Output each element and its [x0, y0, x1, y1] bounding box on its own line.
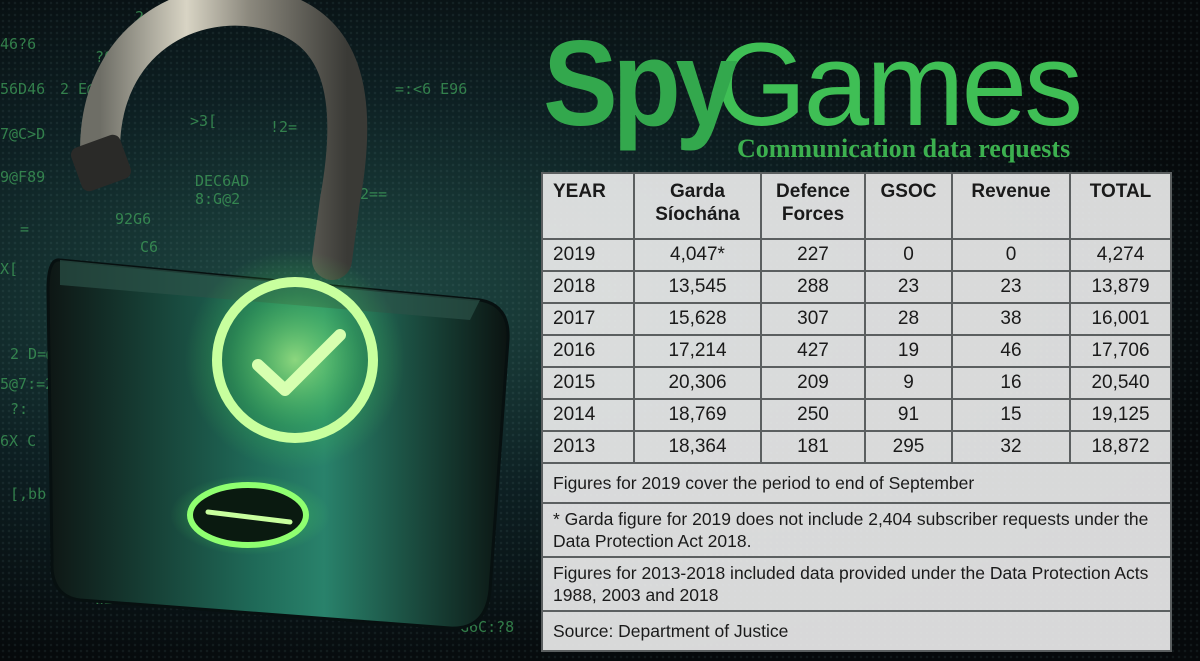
code-glyphs: 2	[135, 8, 145, 26]
note-row: * Garda figure for 2019 does not include…	[541, 502, 1172, 558]
value-cell: 227	[760, 238, 866, 272]
value-cell: 15,628	[633, 302, 762, 336]
table-row: 2013 18,364 181 295 32 18,872	[541, 430, 1172, 464]
checkmark-icon	[252, 329, 346, 396]
code-glyphs: =	[20, 220, 30, 238]
code-glyphs: 7@C>D	[0, 125, 46, 143]
code-glyphs: DEC6AD	[195, 172, 250, 190]
year-cell: 2016	[541, 334, 635, 368]
code-glyphs: 8:G@2	[195, 190, 241, 208]
value-cell: 250	[760, 398, 866, 432]
value-cell: 295	[864, 430, 953, 464]
code-glyphs: 2==	[360, 185, 388, 203]
subtitle: Communication data requests	[737, 134, 1071, 163]
code-glyphs: !2=	[270, 118, 298, 136]
value-cell: 288	[760, 270, 866, 304]
column-header: YEAR	[541, 172, 635, 240]
table-row: 2015 20,306 209 9 16 20,540	[541, 366, 1172, 400]
year-cell: 2019	[541, 238, 635, 272]
value-cell: 19	[864, 334, 953, 368]
value-cell: 20,306	[633, 366, 762, 400]
value-cell: 32	[951, 430, 1071, 464]
value-cell: 15	[951, 398, 1071, 432]
value-cell: 18,769	[633, 398, 762, 432]
value-cell: 38	[951, 302, 1071, 336]
value-cell: 4,274	[1069, 238, 1172, 272]
value-cell: 46	[951, 334, 1071, 368]
column-header: Garda Síochána	[633, 172, 762, 240]
value-cell: 13,879	[1069, 270, 1172, 304]
note-row: Figures for 2019 cover the period to end…	[541, 462, 1172, 504]
year-cell: 2015	[541, 366, 635, 400]
value-cell: 20,540	[1069, 366, 1172, 400]
footnote: Figures for 2013-2018 included data prov…	[541, 556, 1172, 612]
value-cell: 4,047*	[633, 238, 762, 272]
year-cell: 2014	[541, 398, 635, 432]
padlock-illustration	[46, 0, 510, 630]
code-glyphs: X[	[0, 260, 19, 278]
column-header: GSOC	[864, 172, 953, 240]
value-cell: 16	[951, 366, 1071, 400]
column-header: TOTAL	[1069, 172, 1172, 240]
table-body: 2019 4,047* 227 0 0 4,274 2018 13,545 288 23 23 13,…	[541, 238, 1172, 464]
table-notes: Figures for 2019 cover the period to end…	[541, 462, 1172, 652]
code-glyphs: 9@F89	[0, 168, 46, 186]
value-cell: 91	[864, 398, 953, 432]
code-glyphs: 92G6	[115, 210, 152, 228]
year-cell: 2017	[541, 302, 635, 336]
value-cell: 18,364	[633, 430, 762, 464]
value-cell: 23	[951, 270, 1071, 304]
table-row: 2017 15,628 307 28 38 16,001	[541, 302, 1172, 336]
value-cell: 0	[951, 238, 1071, 272]
value-cell: 13,545	[633, 270, 762, 304]
note-row: Figures for 2013-2018 included data prov…	[541, 556, 1172, 612]
table-row: 2016 17,214 427 19 46 17,706	[541, 334, 1172, 368]
value-cell: 18,872	[1069, 430, 1172, 464]
value-cell: 181	[760, 430, 866, 464]
padlock-shackle	[80, 0, 368, 280]
code-glyphs: 46?6	[0, 35, 37, 53]
code-glyphs: >3[	[190, 112, 218, 130]
code-glyphs: 5@7:=2	[0, 375, 55, 393]
value-cell: 16,001	[1069, 302, 1172, 336]
value-cell: 19,125	[1069, 398, 1172, 432]
value-cell: 209	[760, 366, 866, 400]
value-cell: 28	[864, 302, 953, 336]
table-row: 2019 4,047* 227 0 0 4,274	[541, 238, 1172, 272]
table-header-row: YEAR Garda Síochána Defence Forces GSOC …	[541, 172, 1172, 240]
value-cell: 427	[760, 334, 866, 368]
value-cell: 9	[864, 366, 953, 400]
value-cell: 17,214	[633, 334, 762, 368]
value-cell: 0	[864, 238, 953, 272]
source-note: Source: Department of Justice	[541, 610, 1172, 652]
value-cell: 307	[760, 302, 866, 336]
column-header: Defence Forces	[760, 172, 866, 240]
code-glyphs: =:<6 E96	[395, 80, 468, 98]
footnote: Figures for 2019 cover the period to end…	[541, 462, 1172, 504]
footnote: * Garda figure for 2019 does not include…	[541, 502, 1172, 558]
table-row: 2018 13,545 288 23 23 13,879	[541, 270, 1172, 304]
data-requests-table: YEAR Garda Síochána Defence Forces GSOC …	[541, 172, 1172, 652]
column-header: Revenue	[951, 172, 1071, 240]
code-glyphs: 2 D=@	[10, 345, 56, 363]
value-cell: 23	[864, 270, 953, 304]
code-glyphs: 2 E@	[60, 80, 97, 98]
year-cell: 2018	[541, 270, 635, 304]
title-spy: Spy	[543, 15, 738, 151]
code-glyphs: 6X C	[0, 432, 37, 450]
value-cell: 17,706	[1069, 334, 1172, 368]
note-row: Source: Department of Justice	[541, 610, 1172, 652]
check-circle-icon	[212, 277, 378, 443]
table-row: 2014 18,769 250 91 15 19,125	[541, 398, 1172, 432]
code-glyphs: ?:	[10, 400, 29, 418]
code-glyphs: [,bb	[10, 485, 47, 503]
title-games: Games	[714, 19, 1083, 151]
code-glyphs: 56D46	[0, 80, 46, 98]
code-glyphs: C6	[140, 238, 159, 256]
year-cell: 2013	[541, 430, 635, 464]
page-title: SpyGames	[543, 22, 1103, 144]
